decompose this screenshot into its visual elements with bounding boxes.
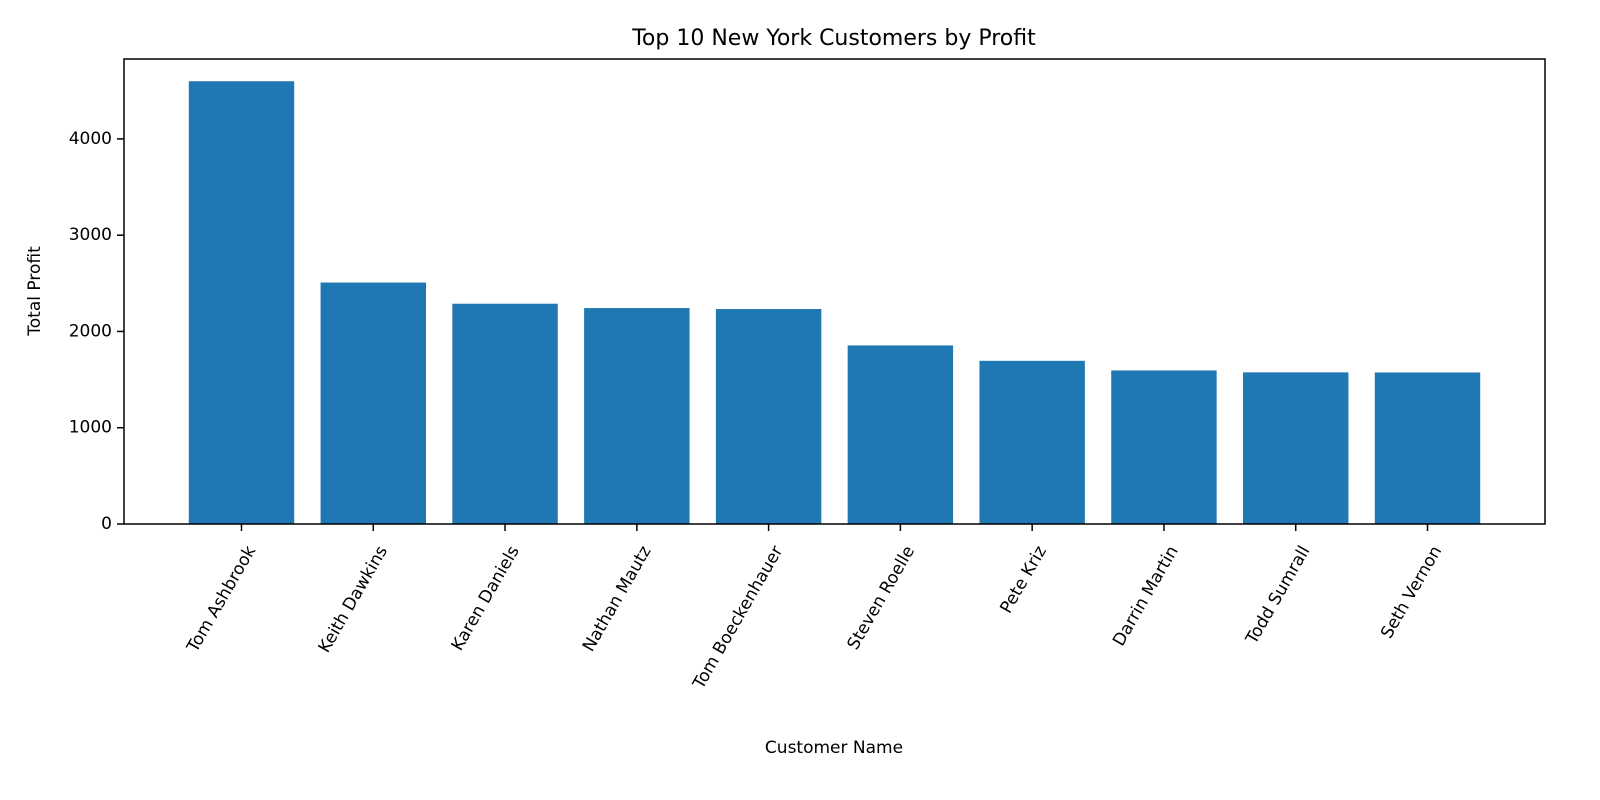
- plot-frame: [123, 58, 1546, 525]
- bar-tom-boeckenhauer: [715, 309, 822, 524]
- y-tick-label: 4000: [69, 129, 112, 149]
- y-axis-label: Total Profit: [25, 246, 45, 337]
- x-tick-label: Darrin Martin: [1109, 543, 1182, 650]
- x-axis-label: Customer Name: [765, 738, 903, 758]
- bar-karen-daniels: [452, 303, 558, 524]
- x-tick-label: Karen Daniels: [448, 542, 524, 654]
- y-axis: 0 1000 2000 3000 4000: [69, 129, 124, 534]
- x-tick-label: Pete Kriz: [996, 542, 1051, 617]
- bar-pete-kriz: [979, 360, 1085, 524]
- bars-group: [188, 81, 1481, 524]
- bar-steven-roelle: [847, 345, 954, 524]
- x-tick-label: Todd Sumrall: [1242, 543, 1315, 649]
- x-tick-label: Seth Vernon: [1377, 543, 1446, 643]
- x-tick-label: Steven Roelle: [844, 543, 920, 654]
- bar-seth-vernon: [1374, 372, 1481, 524]
- chart-title: Top 10 New York Customers by Profit: [631, 26, 1036, 51]
- x-tick-label: Tom Ashbrook: [183, 542, 260, 656]
- x-axis: Tom Ashbrook Keith Dawkins Karen Daniels Na…: [183, 524, 1446, 693]
- bar-keith-dawkins: [320, 282, 426, 524]
- bar-nathan-mautz: [584, 308, 690, 524]
- bar-darrin-martin: [1111, 370, 1217, 524]
- x-tick-label: Keith Dawkins: [315, 542, 392, 656]
- x-tick-label: Tom Boeckenhauer: [689, 542, 788, 693]
- y-tick-label: 3000: [69, 225, 112, 245]
- y-tick-label: 0: [101, 514, 112, 534]
- bar-tom-ashbrook: [188, 81, 295, 524]
- y-tick-label: 1000: [69, 418, 112, 438]
- x-tick-label: Nathan Mautz: [579, 542, 656, 655]
- y-tick-label: 2000: [69, 321, 112, 341]
- bar-todd-sumrall: [1243, 372, 1349, 524]
